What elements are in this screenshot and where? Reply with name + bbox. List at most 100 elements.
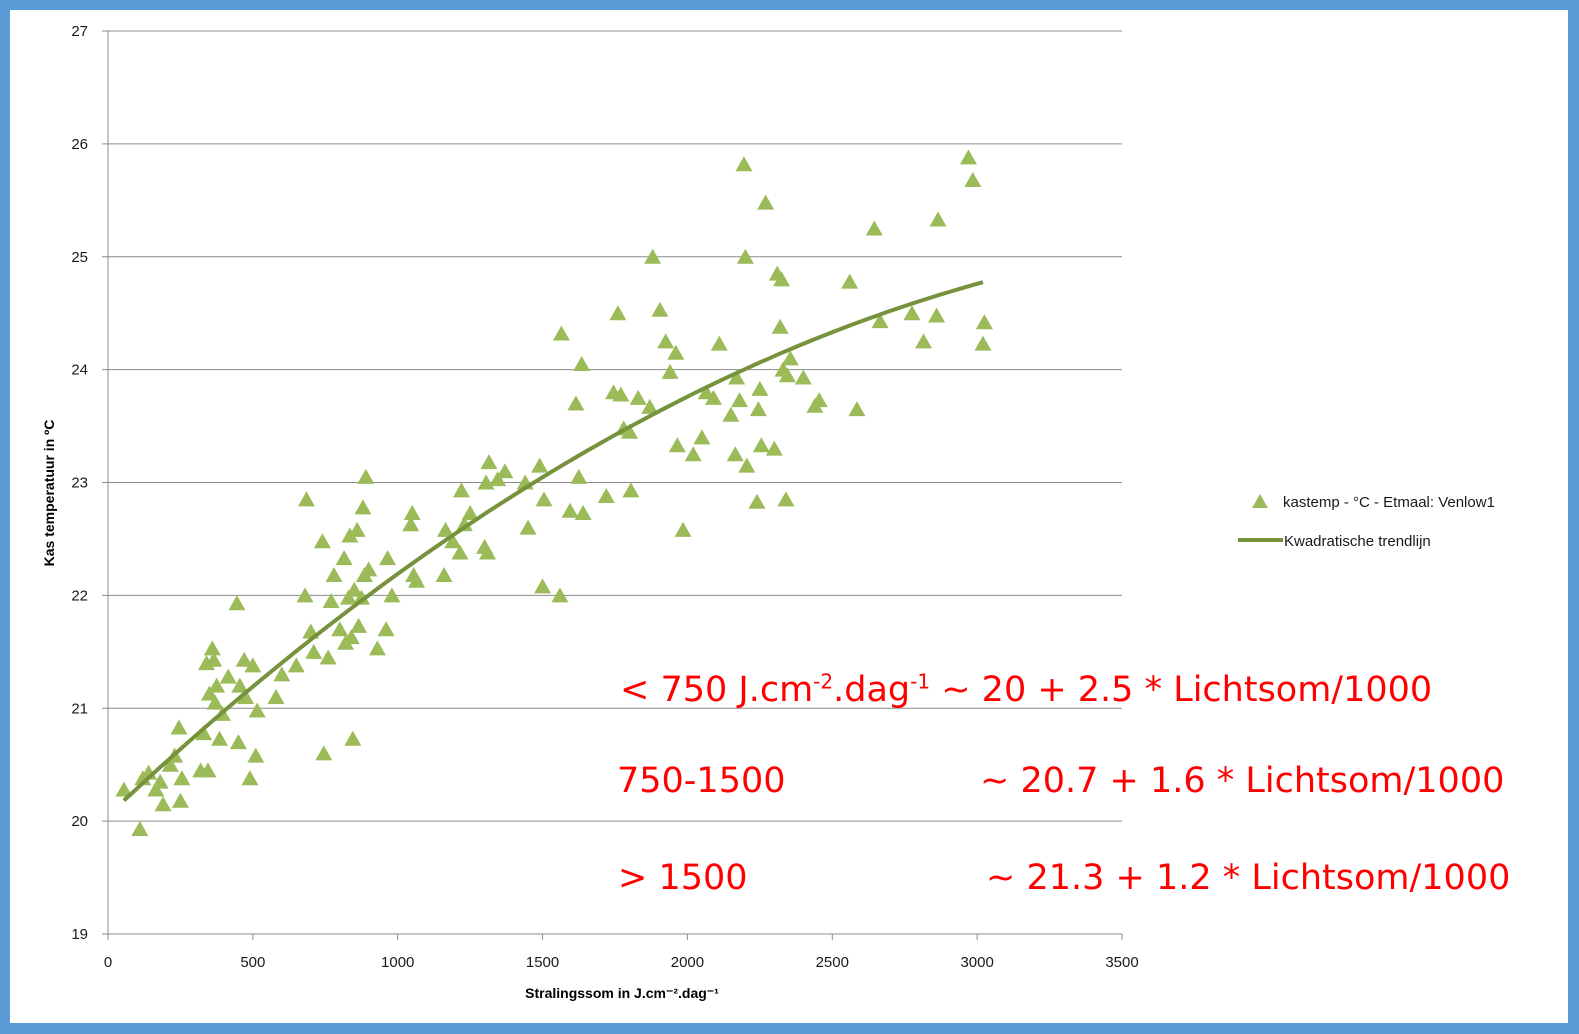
data-point: [115, 781, 133, 797]
data-point: [668, 437, 686, 453]
data-point: [561, 502, 579, 518]
data-point: [287, 657, 305, 673]
legend-marker-triangle: [1252, 494, 1268, 508]
data-point: [377, 621, 395, 637]
data-point: [722, 406, 740, 422]
data-point: [620, 423, 638, 439]
data-point: [171, 792, 189, 808]
annotation-1-suffix: ~ 20 + 2.5 * Lichtsom/1000: [930, 670, 1433, 710]
annotation-1-sup1: -2: [813, 669, 834, 694]
gridlines: [108, 30, 1122, 935]
annotation-3-range: > 1500: [618, 858, 748, 898]
data-point: [570, 468, 588, 484]
data-point: [573, 355, 591, 371]
annotation-2-range: 750-1500: [617, 761, 786, 801]
data-point: [296, 587, 314, 603]
x-tick-label: 500: [240, 954, 265, 971]
data-point: [749, 401, 767, 417]
data-point: [748, 493, 766, 509]
data-point: [480, 454, 498, 470]
data-point: [451, 544, 469, 560]
legend-label-scatter: kastemp - °C - Etmaal: Venlow1: [1283, 494, 1495, 511]
data-point: [773, 271, 791, 287]
data-point: [974, 335, 992, 351]
data-point: [452, 482, 470, 498]
data-point: [357, 468, 375, 484]
data-point: [651, 301, 669, 317]
data-point: [751, 380, 769, 396]
data-point: [315, 745, 333, 761]
data-point: [765, 440, 783, 456]
data-point: [661, 363, 679, 379]
data-point: [211, 730, 229, 746]
data-point: [609, 305, 627, 321]
data-point: [736, 248, 754, 264]
y-tick-label: 22: [71, 587, 88, 604]
annotation-3-formula: ~ 21.3 + 1.2 * Lichtsom/1000: [986, 858, 1511, 898]
y-tick-label: 23: [71, 475, 88, 492]
data-point: [368, 640, 386, 656]
data-point: [644, 248, 662, 264]
x-tick-label: 2500: [816, 954, 849, 971]
data-point: [247, 747, 265, 763]
data-point: [841, 273, 859, 289]
data-point: [964, 171, 982, 187]
data-point: [726, 446, 744, 462]
data-point: [531, 457, 549, 473]
y-tick-label: 20: [71, 813, 88, 830]
data-point: [865, 220, 883, 236]
data-point: [344, 730, 362, 746]
y-tick-label: 25: [71, 249, 88, 266]
legend-label-trend: Kwadratische trendlijn: [1284, 533, 1431, 550]
data-point: [574, 504, 592, 520]
y-tick-label: 21: [71, 700, 88, 717]
data-point: [777, 491, 795, 507]
data-point: [195, 725, 213, 741]
x-tick-label: 3000: [960, 954, 993, 971]
data-point: [437, 521, 455, 537]
data-point: [199, 762, 217, 778]
data-point: [567, 395, 585, 411]
data-point: [752, 437, 770, 453]
x-tick-label: 1500: [526, 954, 559, 971]
annotation-1-sup2: -1: [910, 669, 931, 694]
data-point: [229, 734, 247, 750]
data-point: [273, 666, 291, 682]
data-point: [248, 702, 266, 718]
data-point: [915, 333, 933, 349]
data-point: [657, 333, 675, 349]
data-point: [208, 677, 226, 693]
data-point: [444, 533, 462, 549]
x-axis-title: Stralingssom in J.cm⁻².dag⁻¹: [525, 985, 719, 1001]
trendline: [122, 280, 984, 802]
data-point: [622, 482, 640, 498]
data-point: [228, 595, 246, 611]
x-tick-label: 1000: [381, 954, 414, 971]
data-point: [151, 773, 169, 789]
y-axis-title: Kas temperatuur in ºC: [41, 420, 57, 567]
x-tick-labels: 0 500 1000 1500 2000 2500 3000 3500: [104, 954, 1139, 971]
data-point: [731, 392, 749, 408]
data-point: [219, 668, 237, 684]
data-point: [379, 550, 397, 566]
data-point: [231, 677, 249, 693]
data-point: [402, 516, 420, 532]
data-point: [383, 587, 401, 603]
data-point: [597, 488, 615, 504]
chart-frame: 19 20 21 22 23 24 25 26 27 0 500 1000 1500 2000 2500 3…: [10, 10, 1568, 1023]
data-point: [641, 398, 659, 414]
data-point: [629, 389, 647, 405]
data-point: [810, 392, 828, 408]
data-point: [903, 305, 921, 321]
data-point: [335, 550, 353, 566]
data-point: [305, 643, 323, 659]
data-point: [408, 572, 426, 588]
data-point: [551, 587, 569, 603]
data-point: [170, 719, 188, 735]
data-point: [535, 491, 553, 507]
data-point: [200, 685, 218, 701]
y-tick-label: 19: [71, 926, 88, 943]
data-point: [848, 401, 866, 417]
data-point: [728, 369, 746, 385]
data-point: [757, 194, 775, 210]
